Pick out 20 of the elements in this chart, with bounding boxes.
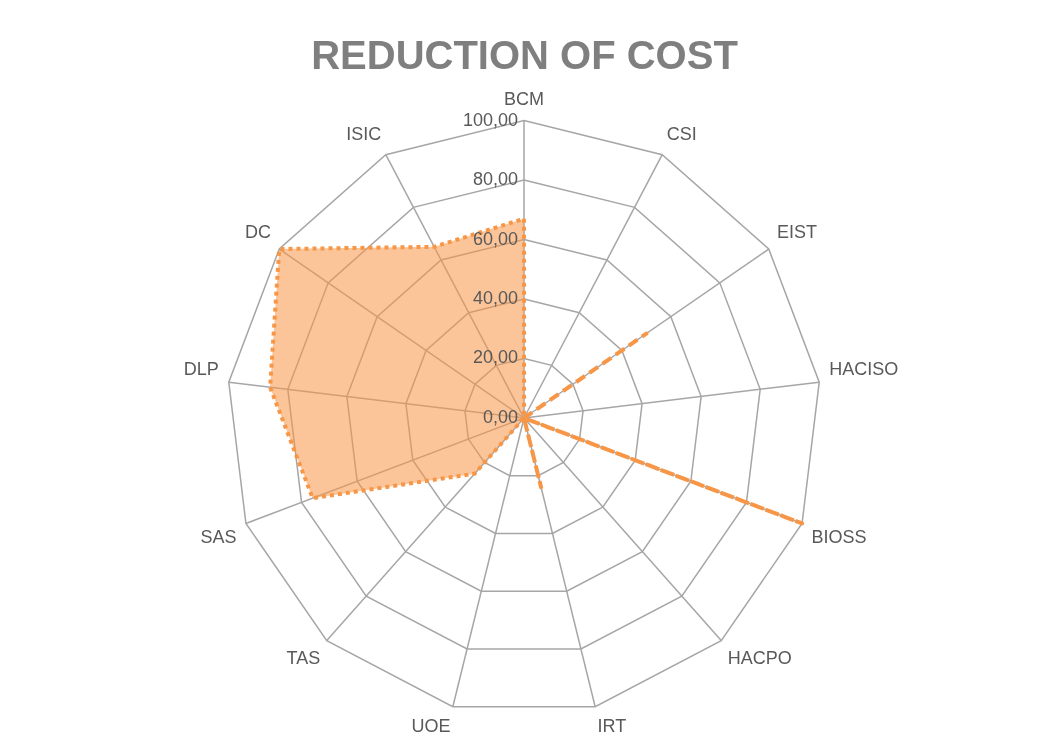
spoke-label: DLP xyxy=(183,359,219,380)
spoke-label: CSI xyxy=(666,123,697,144)
spoke-label: UOE xyxy=(411,716,451,737)
spoke-label: BIOSS xyxy=(811,526,867,547)
y-tick-label: 60,00 xyxy=(472,228,518,249)
spoke-label: TAS xyxy=(286,647,321,668)
chart-title: REDUCTION OF COST xyxy=(311,33,738,78)
y-tick-label: 100,00 xyxy=(462,109,518,130)
y-tick-label: 0,00 xyxy=(482,406,518,427)
spoke-label: IRT xyxy=(597,716,627,737)
spoke-label: EIST xyxy=(776,221,817,242)
spoke-label: BCM xyxy=(504,88,544,109)
y-tick-label: 40,00 xyxy=(472,288,518,309)
spoke-label: HACPO xyxy=(727,647,792,668)
y-tick-label: 20,00 xyxy=(472,347,518,368)
spoke-label: ISIC xyxy=(346,123,382,144)
spoke-label: SAS xyxy=(200,526,237,547)
spoke-label: DC xyxy=(245,221,272,242)
y-tick-label: 80,00 xyxy=(472,169,518,190)
spoke-label: HACISO xyxy=(829,359,899,380)
